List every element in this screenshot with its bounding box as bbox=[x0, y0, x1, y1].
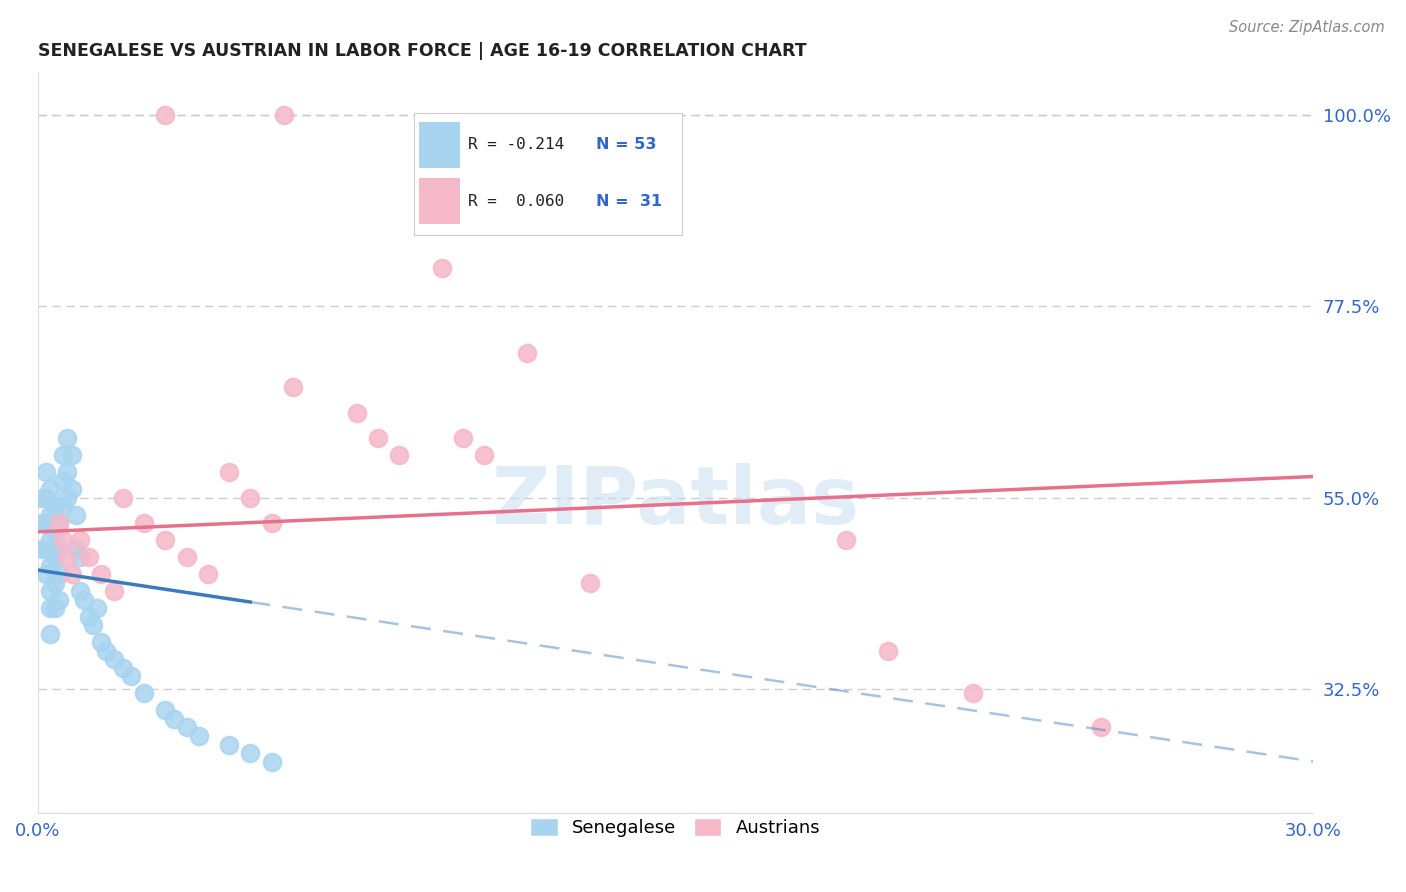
Text: ZIPatlas: ZIPatlas bbox=[491, 463, 859, 541]
Point bbox=[48, 516, 70, 531]
Point bbox=[39, 483, 62, 497]
Point bbox=[155, 108, 177, 122]
Point bbox=[273, 108, 295, 122]
Point bbox=[56, 491, 79, 505]
Point bbox=[103, 652, 125, 666]
Point bbox=[35, 465, 58, 479]
Point bbox=[103, 584, 125, 599]
Point bbox=[472, 448, 495, 462]
Point bbox=[31, 491, 53, 505]
Point bbox=[579, 575, 602, 590]
Point bbox=[132, 516, 155, 531]
Point bbox=[39, 584, 62, 599]
Point bbox=[94, 644, 117, 658]
Point bbox=[35, 567, 58, 582]
Point bbox=[82, 618, 104, 632]
Point bbox=[48, 516, 70, 531]
Point bbox=[48, 541, 70, 556]
Point bbox=[111, 491, 134, 505]
Point bbox=[197, 567, 219, 582]
Point bbox=[60, 483, 83, 497]
Point bbox=[44, 601, 66, 615]
Point bbox=[834, 533, 856, 548]
Point bbox=[52, 533, 75, 548]
Point bbox=[346, 406, 368, 420]
Point bbox=[90, 567, 112, 582]
Point bbox=[56, 550, 79, 565]
Point bbox=[31, 541, 53, 556]
Point bbox=[39, 627, 62, 641]
Point bbox=[451, 431, 474, 445]
Point bbox=[44, 575, 66, 590]
Point bbox=[39, 601, 62, 615]
Point bbox=[430, 261, 453, 276]
Point bbox=[188, 729, 211, 743]
Point bbox=[39, 508, 62, 522]
Point bbox=[367, 431, 389, 445]
Point bbox=[60, 567, 83, 582]
Point bbox=[132, 686, 155, 700]
Point bbox=[155, 533, 177, 548]
Text: Source: ZipAtlas.com: Source: ZipAtlas.com bbox=[1229, 20, 1385, 35]
Point bbox=[77, 610, 100, 624]
Point bbox=[48, 567, 70, 582]
Point bbox=[176, 550, 198, 565]
Point bbox=[31, 516, 53, 531]
Point bbox=[155, 704, 177, 718]
Legend: Senegalese, Austrians: Senegalese, Austrians bbox=[523, 811, 828, 844]
Point bbox=[44, 524, 66, 539]
Point bbox=[86, 601, 108, 615]
Point bbox=[176, 721, 198, 735]
Point bbox=[35, 516, 58, 531]
Point bbox=[65, 508, 87, 522]
Point bbox=[44, 500, 66, 514]
Point bbox=[877, 644, 900, 658]
Point bbox=[218, 465, 240, 479]
Point bbox=[516, 346, 538, 360]
Point bbox=[56, 431, 79, 445]
Point bbox=[111, 661, 134, 675]
Point bbox=[218, 738, 240, 752]
Point bbox=[388, 448, 411, 462]
Point bbox=[65, 541, 87, 556]
Point bbox=[52, 448, 75, 462]
Point bbox=[44, 550, 66, 565]
Point bbox=[281, 380, 304, 394]
Point bbox=[120, 669, 142, 683]
Point bbox=[48, 593, 70, 607]
Point bbox=[962, 686, 984, 700]
Point bbox=[69, 533, 91, 548]
Point bbox=[77, 550, 100, 565]
Point bbox=[35, 541, 58, 556]
Point bbox=[73, 593, 96, 607]
Point bbox=[163, 712, 186, 726]
Text: SENEGALESE VS AUSTRIAN IN LABOR FORCE | AGE 16-19 CORRELATION CHART: SENEGALESE VS AUSTRIAN IN LABOR FORCE | … bbox=[38, 42, 806, 60]
Point bbox=[39, 558, 62, 573]
Point bbox=[69, 550, 91, 565]
Point bbox=[90, 635, 112, 649]
Point bbox=[260, 755, 283, 769]
Point bbox=[239, 491, 262, 505]
Point bbox=[239, 746, 262, 760]
Point bbox=[260, 516, 283, 531]
Point bbox=[52, 474, 75, 488]
Point bbox=[60, 448, 83, 462]
Point bbox=[39, 533, 62, 548]
Point bbox=[35, 491, 58, 505]
Point bbox=[69, 584, 91, 599]
Point bbox=[1090, 721, 1112, 735]
Point bbox=[52, 500, 75, 514]
Point bbox=[56, 465, 79, 479]
